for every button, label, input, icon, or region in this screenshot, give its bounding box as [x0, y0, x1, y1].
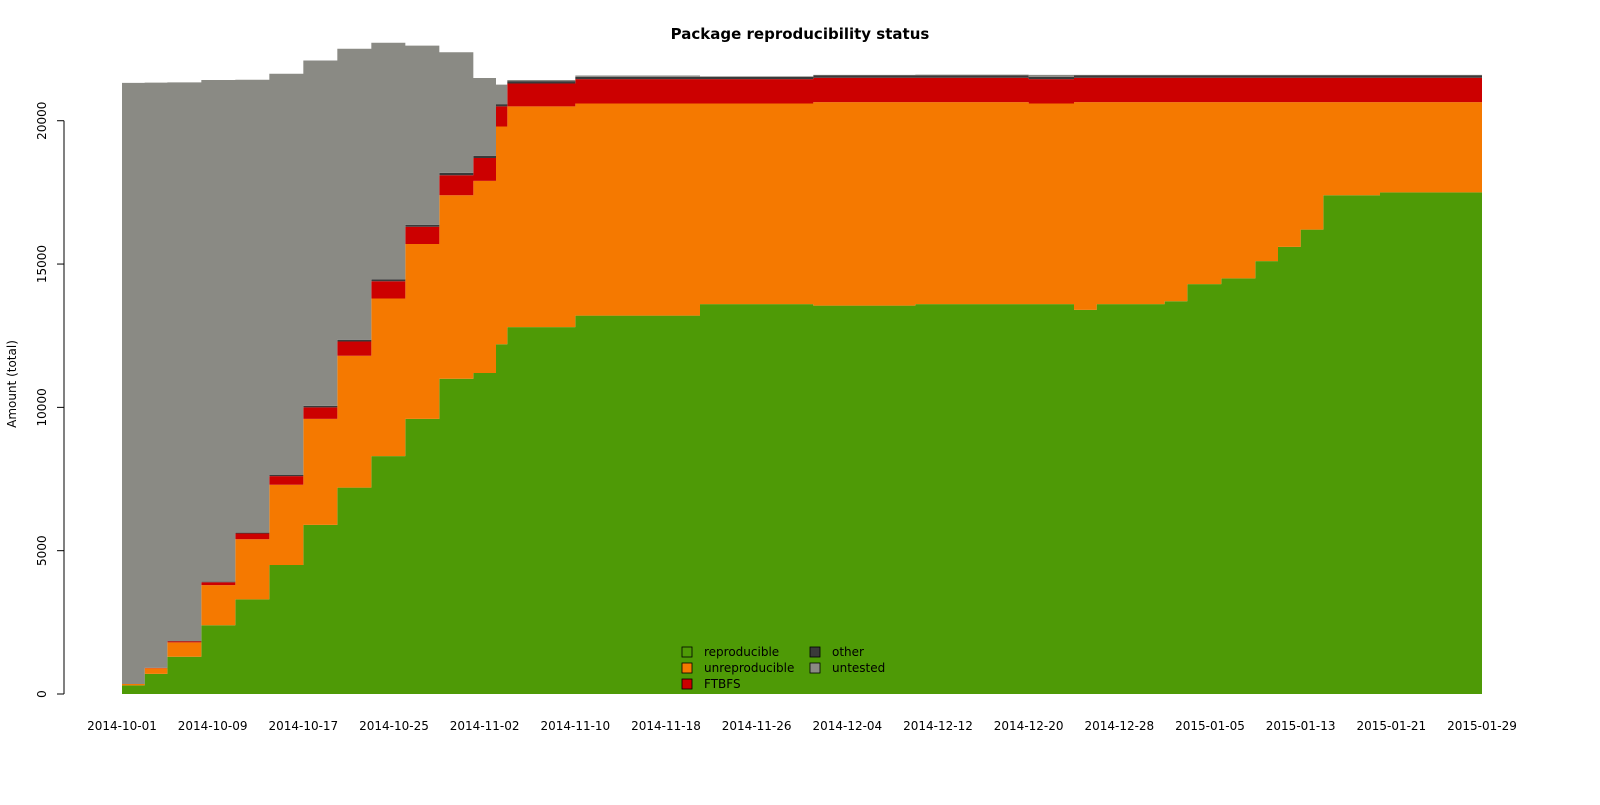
- x-tick-label: 2014-10-09: [178, 719, 248, 733]
- x-tick-label: 2014-12-12: [903, 719, 973, 733]
- x-tick-label: 2014-12-28: [1084, 719, 1154, 733]
- y-tick-label: 5000: [35, 535, 49, 566]
- series-area-unreproducible: [122, 102, 1482, 686]
- x-tick-label: 2014-11-10: [540, 719, 610, 733]
- series-area-reproducible: [122, 188, 1482, 694]
- x-tick-label: 2015-01-21: [1356, 719, 1426, 733]
- series-area-untested: [122, 42, 1482, 684]
- x-tick-label: 2014-11-02: [450, 719, 520, 733]
- legend-label-other: other: [832, 645, 864, 659]
- x-tick-label: 2014-11-26: [722, 719, 792, 733]
- legend-swatch-FTBFS: [681, 678, 693, 690]
- x-tick-label: 2014-12-04: [812, 719, 882, 733]
- x-tick-label: 2015-01-13: [1266, 719, 1336, 733]
- x-tick-label: 2014-12-20: [994, 719, 1064, 733]
- chart-title: Package reproducibility status: [671, 25, 930, 43]
- legend-label-FTBFS: FTBFS: [704, 677, 741, 691]
- y-tick-label: 0: [35, 690, 49, 698]
- x-tick-label: 2014-10-17: [268, 719, 338, 733]
- x-tick-label: 2014-10-25: [359, 719, 429, 733]
- y-tick-label: 15000: [35, 245, 49, 283]
- x-tick-label: 2014-10-01: [87, 719, 157, 733]
- x-axis: 2014-10-01 2014-10-09 2014-10-17 2014-10-25…: [87, 719, 1517, 733]
- y-axis: 0 5000 10000 15000 20000: [35, 102, 65, 698]
- legend-label-reproducible: reproducible: [704, 645, 779, 659]
- y-tick-label: 20000: [35, 102, 49, 140]
- legend-swatch-unreproducible: [681, 662, 693, 674]
- legend: reproducible unreproducible FTBFS other unte…: [681, 645, 885, 691]
- legend-swatch-other: [809, 646, 821, 658]
- legend-label-untested: untested: [832, 661, 885, 675]
- legend-label-unreproducible: unreproducible: [704, 661, 794, 675]
- y-tick-label: 10000: [35, 388, 49, 426]
- plot-area: [122, 42, 1482, 694]
- legend-swatch-reproducible: [681, 646, 693, 658]
- x-tick-label: 2014-11-18: [631, 719, 701, 733]
- legend-swatch-untested: [809, 662, 821, 674]
- x-tick-label: 2015-01-05: [1175, 719, 1245, 733]
- x-tick-label: 2015-01-29: [1447, 719, 1517, 733]
- y-axis-label: Amount (total): [5, 340, 19, 428]
